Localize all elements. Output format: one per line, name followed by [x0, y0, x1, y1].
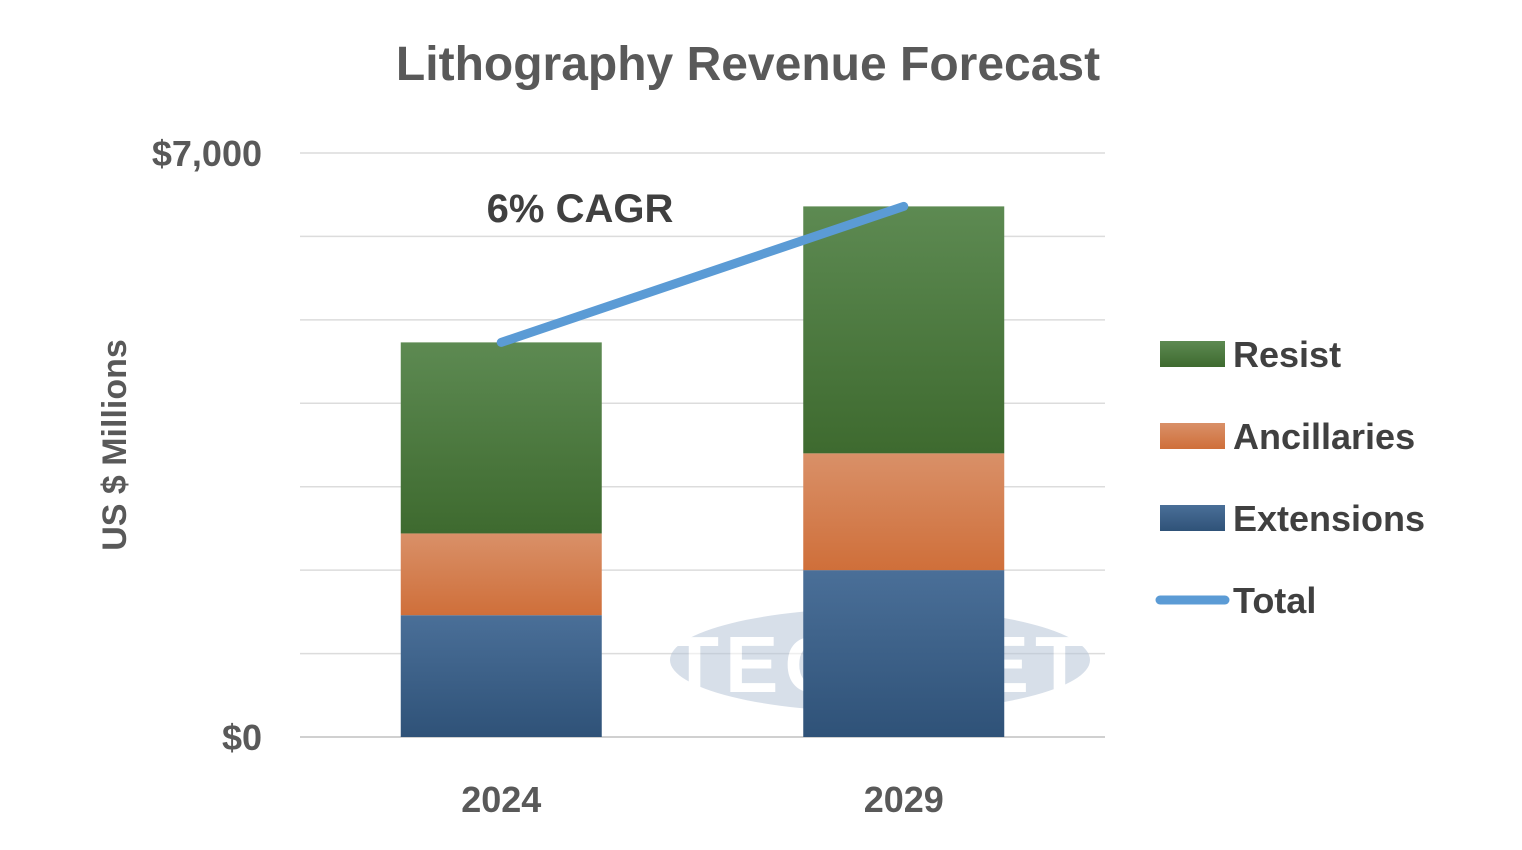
legend-label-ancillaries: Ancillaries — [1233, 416, 1415, 457]
x-tick-label: 2024 — [461, 779, 541, 820]
legend: Resist Ancillaries Extensions Total — [1155, 334, 1425, 621]
x-tick-label: 2029 — [864, 779, 944, 820]
cagr-annotation: 6% CAGR — [487, 187, 674, 231]
legend-swatch-extensions — [1160, 505, 1225, 531]
x-tick-labels: 2024 2029 — [461, 779, 944, 820]
bar-ancillaries-2029 — [803, 453, 1005, 571]
y-tick-label: $0 — [222, 717, 262, 758]
legend-label-resist: Resist — [1233, 334, 1341, 375]
total-line-group — [496, 201, 909, 347]
total-line — [496, 201, 909, 347]
bars — [400, 206, 1005, 737]
bar-extensions-2029 — [803, 570, 1005, 737]
bar-extensions-2024 — [400, 615, 602, 737]
chart-title: Lithography Revenue Forecast — [396, 38, 1100, 91]
y-axis-label: US $ Millions — [96, 339, 134, 551]
y-tick-labels: $0 $7,000 — [152, 133, 262, 758]
bar-ancillaries-2024 — [400, 533, 602, 616]
legend-swatch-ancillaries — [1160, 423, 1225, 449]
legend-swatch-resist — [1160, 341, 1225, 367]
legend-label-total: Total — [1233, 580, 1316, 621]
y-tick-label: $7,000 — [152, 133, 262, 174]
bar-resist-2024 — [400, 342, 602, 534]
bar-resist-2029 — [803, 206, 1005, 454]
legend-label-extensions: Extensions — [1233, 498, 1425, 539]
